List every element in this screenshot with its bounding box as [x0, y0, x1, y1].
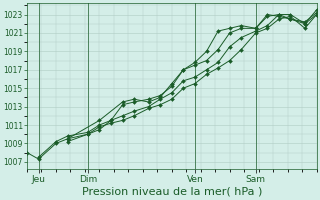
X-axis label: Pression niveau de la mer( hPa ): Pression niveau de la mer( hPa ): [82, 187, 262, 197]
